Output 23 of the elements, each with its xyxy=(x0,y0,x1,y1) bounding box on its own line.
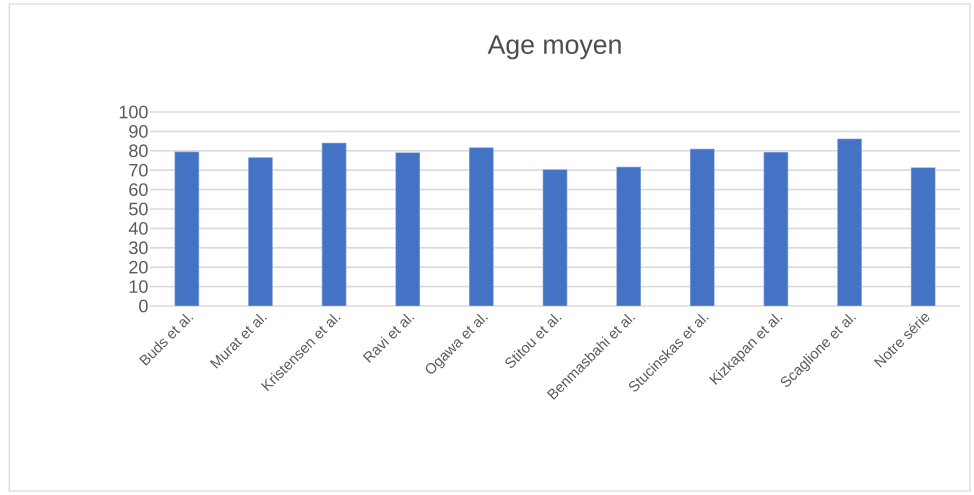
bar xyxy=(910,167,936,306)
bar xyxy=(690,148,715,306)
bar xyxy=(395,152,420,306)
bar xyxy=(248,157,273,306)
y-tick-label: 70 xyxy=(129,164,148,177)
y-tick-label: 10 xyxy=(130,280,148,293)
y-tick-label: 80 xyxy=(129,144,148,158)
y-tick-label: 60 xyxy=(129,183,148,196)
y-tick-label: 100 xyxy=(120,106,148,118)
bar xyxy=(837,138,862,306)
bar xyxy=(616,166,641,306)
y-tick-label: 40 xyxy=(128,222,148,235)
y-tick-label: 0 xyxy=(139,300,148,312)
bar xyxy=(469,147,494,306)
bar xyxy=(764,152,788,306)
y-tick-label: 90 xyxy=(129,125,148,138)
bar xyxy=(174,152,200,306)
y-tick-label: 20 xyxy=(129,260,148,274)
chart-title: Age moyen xyxy=(488,35,621,60)
bar xyxy=(542,169,568,306)
y-tick-label: 50 xyxy=(129,202,148,216)
bar xyxy=(322,142,346,306)
y-tick-label: 30 xyxy=(129,241,148,254)
